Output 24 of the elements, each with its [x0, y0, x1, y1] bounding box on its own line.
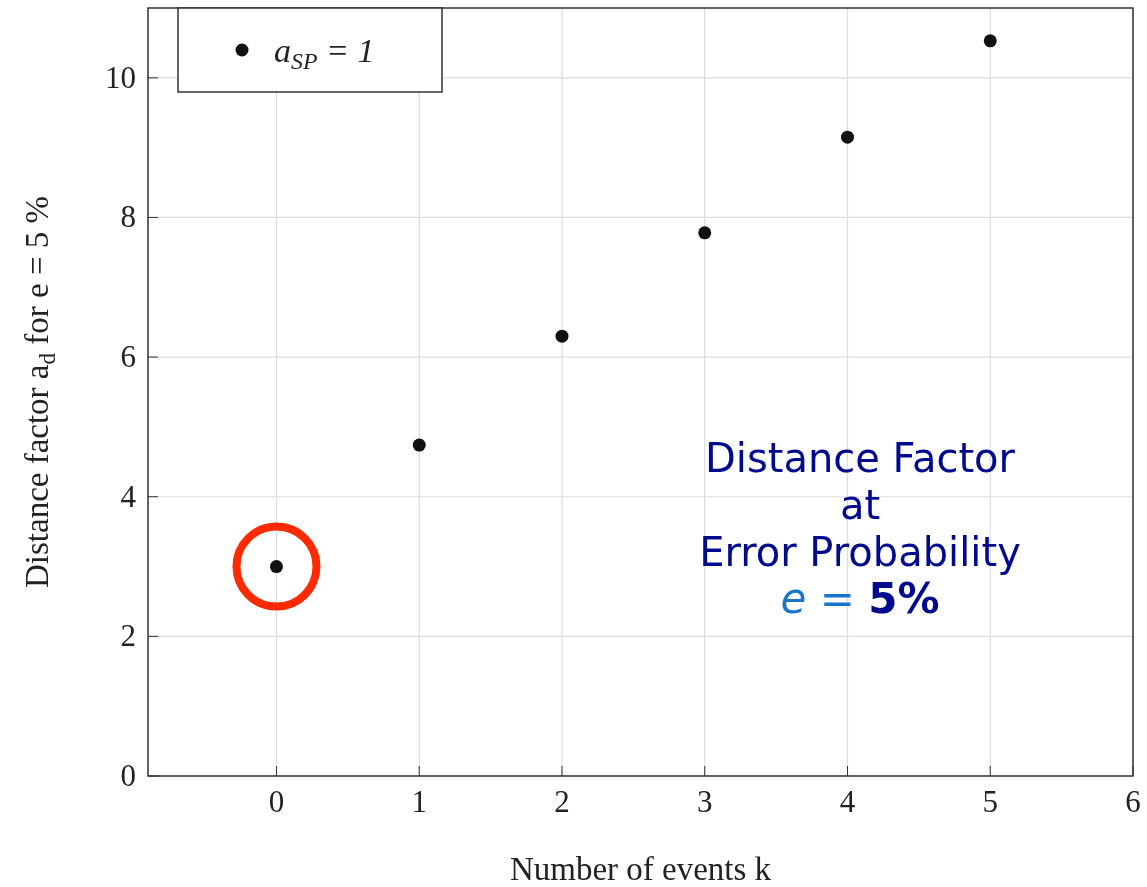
y-tick-label: 2	[120, 618, 136, 654]
annotation: at	[839, 482, 881, 528]
y-tick-label: 6	[120, 339, 136, 375]
x-tick-label: 1	[411, 784, 427, 819]
point	[840, 130, 854, 144]
x-tick-label: 6	[1125, 784, 1141, 819]
point	[983, 34, 997, 48]
x-axis-title: Number of events k	[509, 851, 772, 887]
x-tick-label: 0	[268, 784, 285, 819]
y-tick-label: 10	[105, 59, 136, 95]
annotation: e = 5%	[780, 574, 940, 623]
y-tick-label: 0	[120, 758, 136, 793]
y-tick-label: 8	[120, 199, 136, 235]
x-tick-label: 5	[982, 784, 998, 819]
x-tick-label: 3	[696, 784, 713, 819]
y-tick-label: 4	[120, 478, 137, 514]
x-tick-label: 2	[554, 784, 570, 819]
annotation: Distance Factor	[704, 435, 1016, 481]
point	[412, 438, 426, 452]
x-tick-label: 4	[839, 784, 856, 819]
point	[555, 329, 569, 343]
point	[698, 226, 712, 240]
annotation: Error Probability	[699, 529, 1021, 575]
legend-label: a$_{SP}$ = 1	[274, 32, 375, 75]
